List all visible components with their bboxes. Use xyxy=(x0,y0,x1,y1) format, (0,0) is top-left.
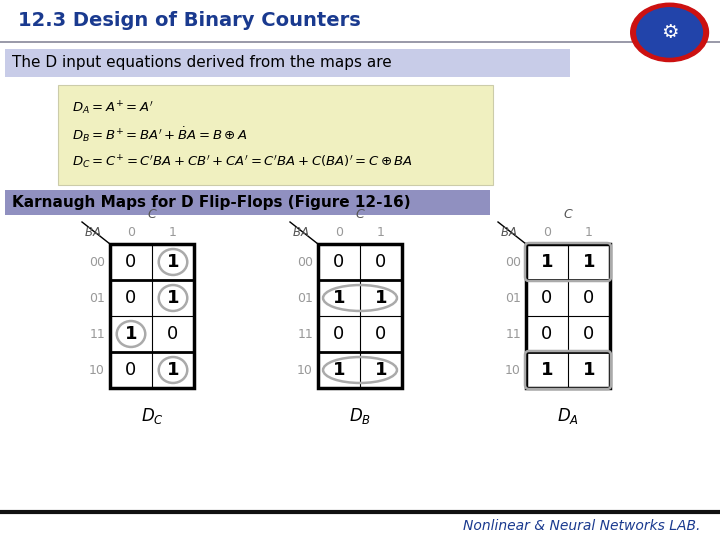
Text: 0: 0 xyxy=(541,289,553,307)
Circle shape xyxy=(636,8,703,57)
Text: 0: 0 xyxy=(167,325,179,343)
Text: 1: 1 xyxy=(333,289,346,307)
Text: Karnaugh Maps for D Flip-Flops (Figure 12-16): Karnaugh Maps for D Flip-Flops (Figure 1… xyxy=(12,195,410,211)
Text: 1: 1 xyxy=(169,226,177,240)
Text: 1: 1 xyxy=(585,226,593,240)
Text: 0: 0 xyxy=(541,325,553,343)
Text: 0: 0 xyxy=(375,325,387,343)
Text: 01: 01 xyxy=(505,292,521,305)
Text: $D_C$: $D_C$ xyxy=(140,406,163,426)
Bar xyxy=(58,85,493,185)
Bar xyxy=(526,244,610,388)
Text: 0: 0 xyxy=(333,325,345,343)
Text: $BA$: $BA$ xyxy=(500,226,517,239)
Text: 00: 00 xyxy=(89,255,105,268)
Text: $D_A$: $D_A$ xyxy=(557,406,579,426)
Bar xyxy=(5,49,570,77)
Text: 11: 11 xyxy=(89,327,105,341)
Circle shape xyxy=(631,3,708,62)
Text: 1: 1 xyxy=(167,253,179,271)
Text: 0: 0 xyxy=(125,253,137,271)
Text: $D_C = C^{+} = C^{\prime}BA + CB^{\prime} + CA^{\prime} = C^{\prime}BA + C(BA)^{: $D_C = C^{+} = C^{\prime}BA + CB^{\prime… xyxy=(72,153,413,171)
Text: $D_A = A^{+} = A^{\prime}$: $D_A = A^{+} = A^{\prime}$ xyxy=(72,99,154,117)
Text: 01: 01 xyxy=(297,292,313,305)
Text: 12.3 Design of Binary Counters: 12.3 Design of Binary Counters xyxy=(18,10,361,30)
Text: 10: 10 xyxy=(505,363,521,376)
Text: 1: 1 xyxy=(541,361,553,379)
Text: $D_B$: $D_B$ xyxy=(349,406,371,426)
Bar xyxy=(0,0,720,40)
Text: 0: 0 xyxy=(583,289,595,307)
Text: 0: 0 xyxy=(335,226,343,240)
Text: 0: 0 xyxy=(543,226,551,240)
Bar xyxy=(110,244,194,388)
Text: 1: 1 xyxy=(333,361,346,379)
Text: 0: 0 xyxy=(125,289,137,307)
Text: $BA$: $BA$ xyxy=(292,226,310,239)
Text: 10: 10 xyxy=(89,363,105,376)
Text: $BA$: $BA$ xyxy=(84,226,102,239)
Text: 0: 0 xyxy=(127,226,135,240)
Text: 11: 11 xyxy=(297,327,313,341)
Text: 1: 1 xyxy=(125,325,138,343)
Text: 1: 1 xyxy=(374,289,387,307)
Text: 0: 0 xyxy=(333,253,345,271)
Text: 0: 0 xyxy=(583,325,595,343)
Text: 10: 10 xyxy=(297,363,313,376)
Text: ⚙: ⚙ xyxy=(661,23,678,42)
Text: 0: 0 xyxy=(375,253,387,271)
Text: 1: 1 xyxy=(541,253,553,271)
Text: $C$: $C$ xyxy=(562,207,573,220)
Text: 1: 1 xyxy=(374,361,387,379)
Text: $C$: $C$ xyxy=(355,207,365,220)
Text: 0: 0 xyxy=(125,361,137,379)
Text: 1: 1 xyxy=(582,253,595,271)
Text: 1: 1 xyxy=(582,361,595,379)
Text: 11: 11 xyxy=(505,327,521,341)
Bar xyxy=(5,190,490,215)
Text: 1: 1 xyxy=(167,361,179,379)
Text: The D input equations derived from the maps are: The D input equations derived from the m… xyxy=(12,56,392,71)
Text: $D_B = B^{+} = BA^{\prime} + \dot{B}A = B \oplus A$: $D_B = B^{+} = BA^{\prime} + \dot{B}A = … xyxy=(72,126,248,144)
Text: 1: 1 xyxy=(167,289,179,307)
Text: 00: 00 xyxy=(505,255,521,268)
Text: 1: 1 xyxy=(377,226,385,240)
Text: $C$: $C$ xyxy=(147,207,158,220)
Text: Nonlinear & Neural Networks LAB.: Nonlinear & Neural Networks LAB. xyxy=(463,519,700,533)
Text: 00: 00 xyxy=(297,255,313,268)
Text: 01: 01 xyxy=(89,292,105,305)
Bar xyxy=(318,244,402,388)
